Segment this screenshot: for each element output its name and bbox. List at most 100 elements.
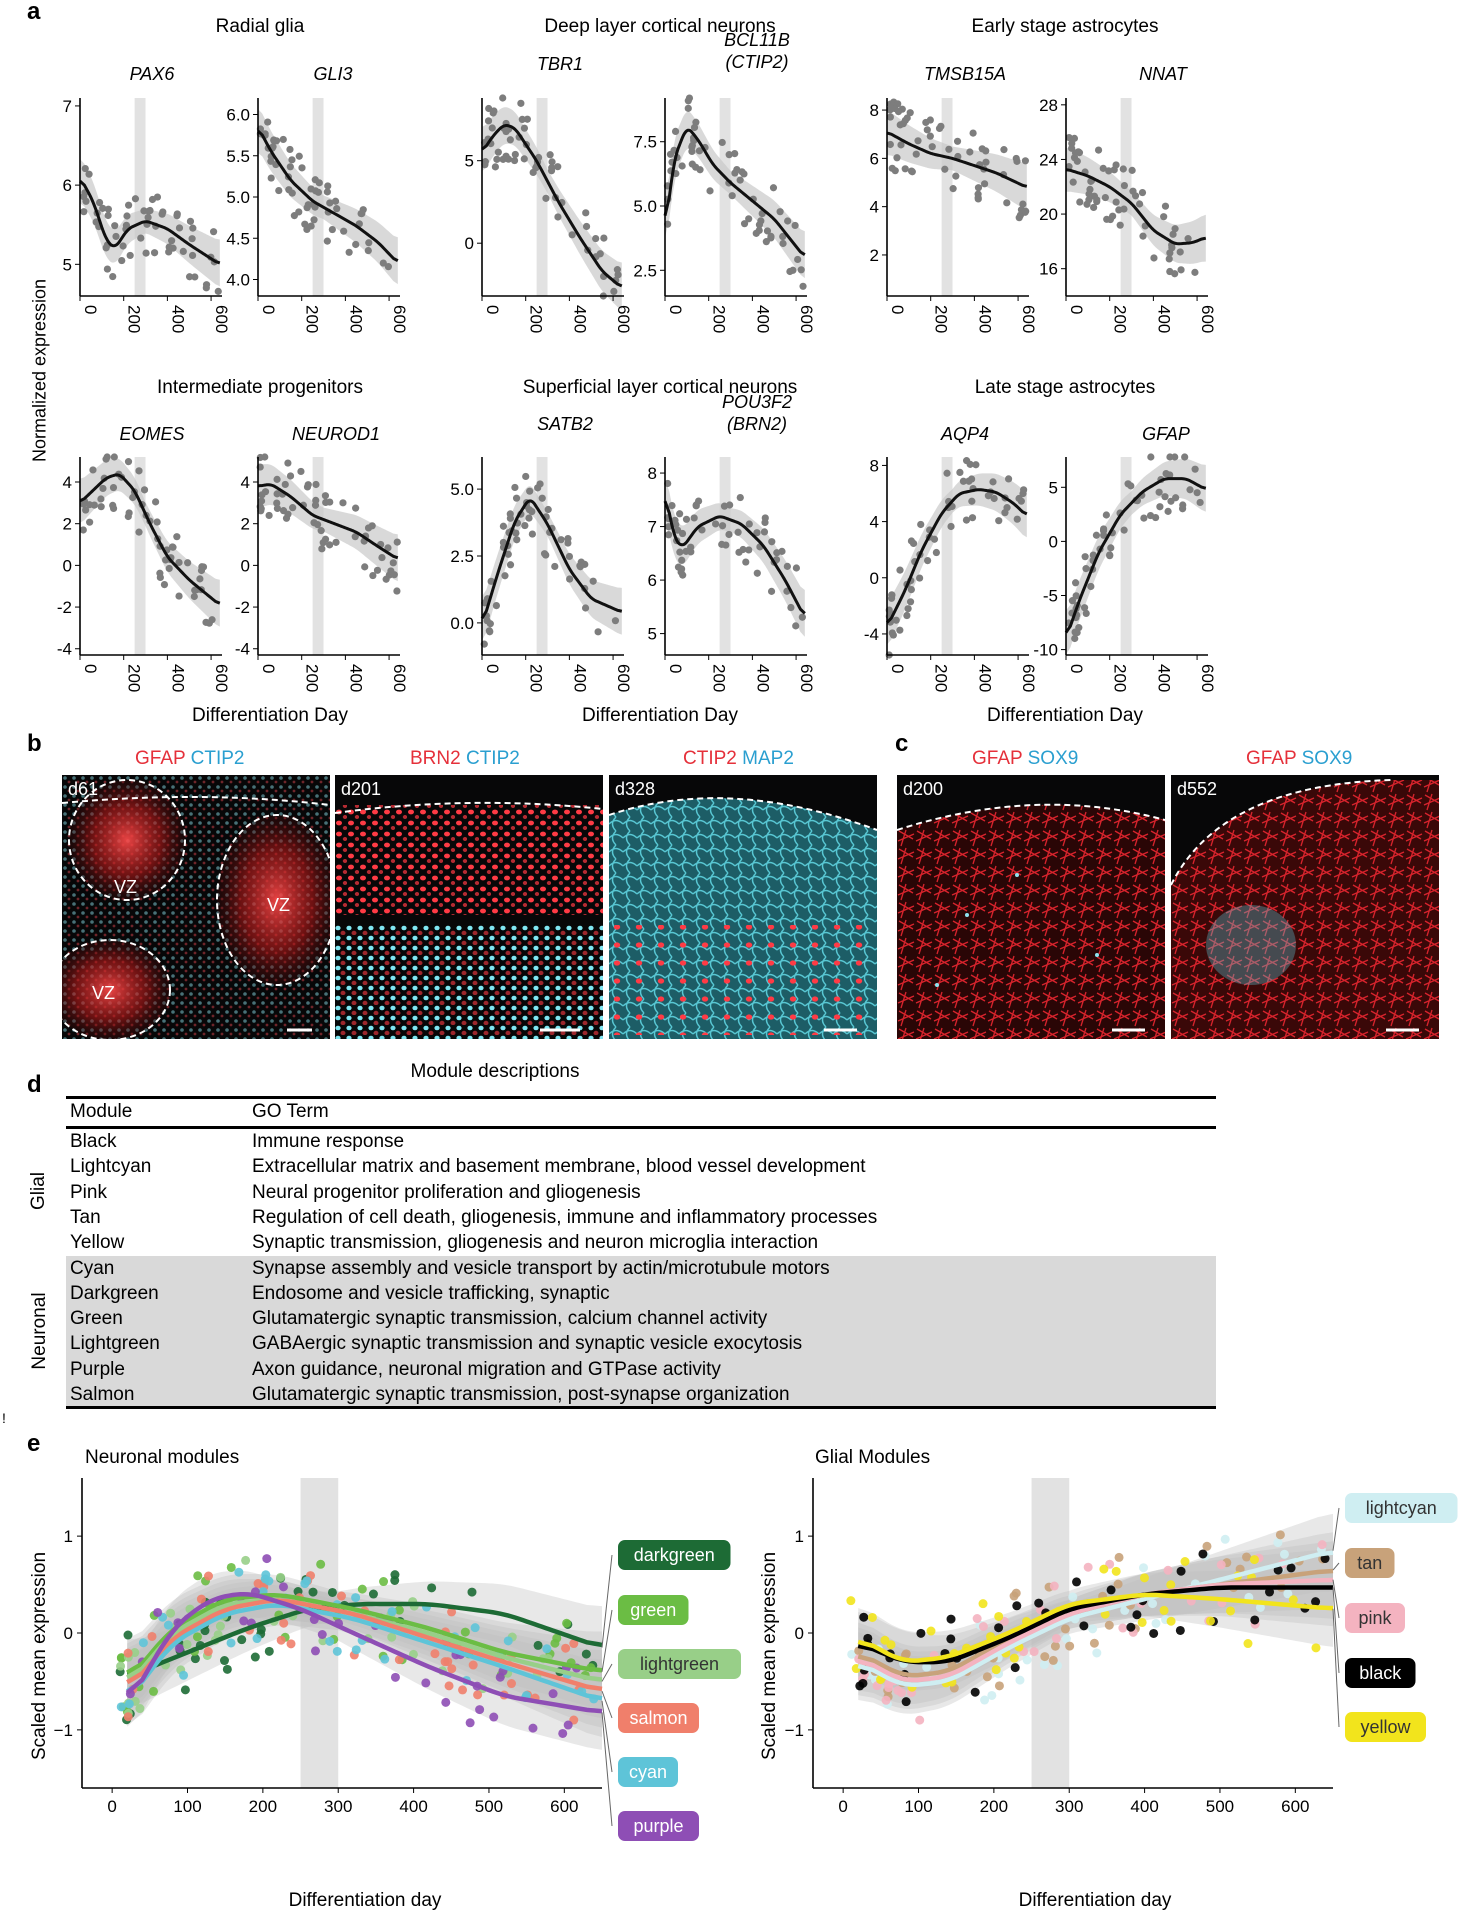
data-point (390, 571, 398, 579)
data-point-black (863, 1633, 873, 1643)
x-tick-label: 400 (753, 664, 772, 692)
shade-band (719, 457, 731, 655)
panel-b2-stains: BRN2 CTIP2 (410, 748, 520, 770)
label-leader (1332, 1587, 1340, 1674)
data-point (109, 272, 117, 281)
data-point-salmon (203, 1647, 213, 1657)
data-point-darkgreen (264, 1646, 274, 1656)
day-label: d552 (1177, 779, 1218, 799)
data-point (740, 170, 748, 178)
y-tick-label: -2 (235, 598, 250, 617)
table-top-rule (66, 1096, 1216, 1099)
data-point (923, 126, 931, 134)
data-point (490, 107, 498, 115)
y-tick-label: 28 (1039, 96, 1058, 115)
panel-a-xlabel-3: Differentiation Day (987, 705, 1143, 726)
x-tick-label: 400 (570, 664, 589, 692)
data-point (275, 186, 283, 195)
data-point (284, 459, 292, 467)
e-ylabel-right: Scaled mean expression (759, 1551, 780, 1761)
stain-gfap: GFAP (135, 748, 186, 769)
data-point (364, 247, 372, 255)
data-point (989, 478, 997, 486)
x-tick-label: 600 (614, 664, 633, 692)
data-point (326, 541, 334, 549)
data-point (671, 516, 679, 524)
data-point-green (394, 1605, 404, 1615)
data-point (214, 287, 222, 295)
x-tick-label: 600 (212, 305, 231, 333)
data-point-darkgreen (180, 1685, 190, 1695)
data-point (779, 232, 787, 241)
day-label: d328 (615, 779, 656, 799)
data-point-black (1250, 1615, 1260, 1625)
gene-title: NNAT (1139, 64, 1189, 84)
data-point-yellow (880, 1635, 890, 1645)
data-point-purple (153, 1607, 163, 1617)
label-leader (601, 1609, 613, 1672)
data-point (1099, 164, 1107, 172)
data-point (186, 217, 195, 225)
data-point (1083, 200, 1091, 208)
x-tick-label: 0 (666, 305, 685, 314)
data-point-tan (1065, 1641, 1075, 1651)
x-tick-label: 600 (1198, 305, 1217, 333)
go-term: Synapse assembly and vesicle transport b… (252, 1257, 830, 1279)
data-point (671, 127, 680, 136)
data-point (908, 168, 916, 176)
data-point (789, 266, 797, 274)
data-point-darkgreen (390, 1570, 400, 1580)
small-multiple-10: -4 0 4 8 0 200 400 600 AQP4 (864, 424, 1038, 692)
data-point (568, 231, 576, 239)
data-point (1082, 565, 1090, 573)
micrograph-d552: d552 (1171, 775, 1439, 1039)
data-point (665, 531, 673, 539)
legend-label-purple: purple (633, 1816, 683, 1836)
day-label: d61 (68, 779, 99, 799)
y-tick-label: 8 (648, 464, 657, 483)
data-point (314, 188, 323, 196)
data-point (384, 263, 392, 271)
data-point-lightcyan (847, 1649, 857, 1659)
data-point-salmon (123, 1712, 133, 1722)
label-leader (1332, 1507, 1340, 1551)
data-point (953, 137, 962, 145)
data-point (190, 592, 198, 601)
shade-band (536, 98, 548, 296)
micrograph-d61-image (62, 775, 330, 1039)
data-point (664, 479, 672, 488)
data-point-tan (1235, 1564, 1245, 1574)
x-tick-label: 200 (249, 1797, 277, 1816)
data-point (333, 205, 341, 213)
y-tick-label: 2 (241, 515, 250, 534)
x-tick-label: 0 (888, 305, 907, 314)
data-point (576, 562, 584, 570)
data-point-purple (465, 1718, 475, 1728)
y-tick-label: 8 (870, 101, 879, 120)
data-point (792, 564, 800, 572)
y-tick-label: 5 (648, 625, 657, 644)
data-point-darkgreen (368, 1589, 378, 1599)
data-point (1155, 488, 1163, 496)
x-tick-label: 600 (1019, 305, 1038, 333)
data-point (682, 515, 691, 523)
data-point-salmon (569, 1639, 579, 1649)
data-point-purple (310, 1646, 320, 1656)
fit-line (885, 488, 1028, 624)
data-point (1131, 192, 1140, 200)
data-point (272, 137, 281, 145)
module-name: Pink (70, 1181, 107, 1203)
data-point (504, 550, 512, 558)
series-line-darkgreen (126, 1601, 603, 1676)
data-point-cyan (325, 1636, 335, 1646)
data-point-salmon (440, 1657, 450, 1667)
data-point (99, 204, 107, 212)
data-point (932, 548, 940, 557)
data-point (733, 165, 741, 174)
module-name: Lightgreen (70, 1333, 160, 1355)
vz-label-2: VZ (267, 895, 291, 915)
data-point-black (1106, 1585, 1116, 1595)
x-tick-label: 0 (259, 305, 278, 314)
data-point (1110, 166, 1118, 174)
data-point (378, 553, 386, 562)
